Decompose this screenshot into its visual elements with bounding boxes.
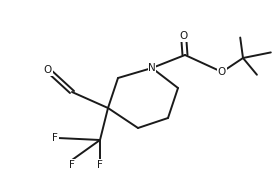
Text: F: F xyxy=(69,160,75,170)
Text: F: F xyxy=(52,133,58,143)
Text: N: N xyxy=(148,63,156,73)
Text: O: O xyxy=(180,31,188,41)
Text: O: O xyxy=(44,65,52,75)
Text: F: F xyxy=(97,160,103,170)
Text: O: O xyxy=(218,67,226,77)
